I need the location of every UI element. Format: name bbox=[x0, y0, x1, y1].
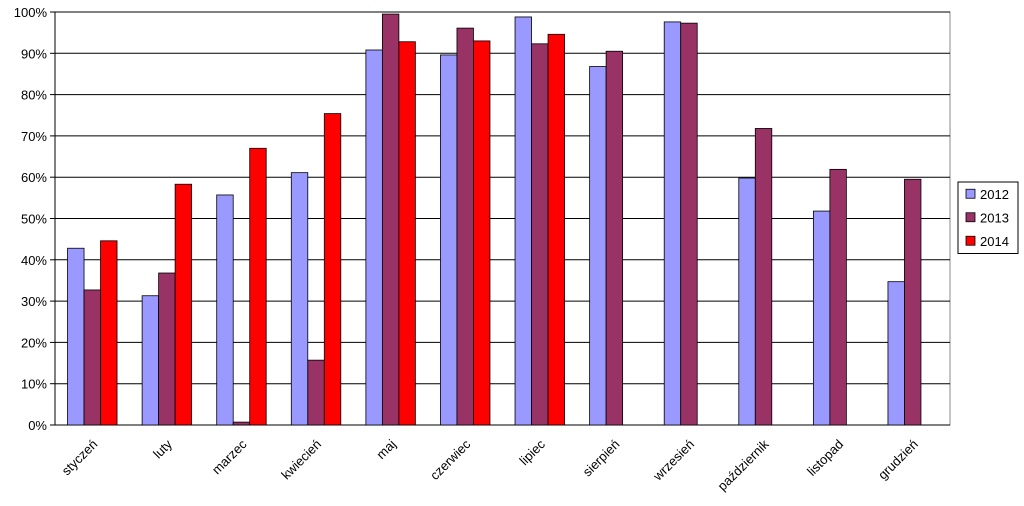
bar bbox=[141, 295, 160, 426]
y-tick-label: 100% bbox=[14, 5, 48, 20]
x-tick-label: wrzesień bbox=[649, 437, 697, 485]
bar bbox=[100, 240, 118, 426]
bar bbox=[83, 289, 101, 426]
y-tick-label: 40% bbox=[21, 253, 47, 268]
y-tick-label: 80% bbox=[21, 88, 47, 103]
legend-swatch bbox=[965, 212, 976, 223]
x-tick-label: listopad bbox=[804, 437, 846, 479]
legend-swatch bbox=[965, 188, 976, 199]
x-tick-label: czerwiec bbox=[427, 436, 474, 483]
x-tick-label: luty bbox=[150, 436, 175, 461]
x-tick-label: grudzień bbox=[875, 437, 921, 483]
bar bbox=[232, 421, 251, 426]
bar bbox=[547, 33, 565, 426]
x-tick-label: maj bbox=[373, 436, 398, 461]
bar bbox=[904, 178, 922, 426]
x-tick-label: styczeń bbox=[59, 437, 101, 479]
bar bbox=[174, 183, 193, 426]
bar bbox=[738, 177, 756, 426]
x-tick-label: lipiec bbox=[516, 436, 548, 468]
bar bbox=[290, 172, 309, 426]
y-tick-label: 30% bbox=[21, 294, 47, 309]
bar bbox=[307, 359, 325, 426]
bar bbox=[440, 54, 458, 426]
y-tick-label: 10% bbox=[21, 377, 47, 392]
bar bbox=[887, 281, 905, 426]
x-tick-label: październik bbox=[715, 436, 772, 493]
bar bbox=[398, 41, 416, 426]
y-tick-label: 0% bbox=[28, 418, 47, 433]
legend-label: 2014 bbox=[980, 234, 1009, 249]
bar bbox=[67, 247, 85, 426]
bar bbox=[605, 50, 624, 426]
bar bbox=[381, 13, 400, 426]
bar bbox=[589, 66, 607, 426]
bar bbox=[216, 194, 234, 426]
y-tick-label: 70% bbox=[21, 129, 47, 144]
legend-label: 2013 bbox=[980, 210, 1009, 225]
y-tick-label: 90% bbox=[21, 46, 47, 61]
legend-swatch bbox=[965, 235, 976, 246]
bar bbox=[473, 40, 491, 426]
legend-label: 2012 bbox=[980, 187, 1009, 202]
x-tick-label: sierpień bbox=[580, 437, 623, 480]
y-tick-label: 60% bbox=[21, 170, 47, 185]
bar bbox=[754, 128, 773, 426]
x-tick-label: kwiecień bbox=[278, 437, 324, 483]
bar bbox=[663, 21, 682, 426]
y-tick-label: 20% bbox=[21, 335, 47, 350]
bar bbox=[323, 113, 342, 426]
bar bbox=[812, 210, 831, 426]
bar bbox=[514, 16, 532, 426]
bar bbox=[531, 43, 549, 426]
bar bbox=[829, 168, 847, 426]
y-tick-label: 50% bbox=[21, 212, 47, 227]
bar bbox=[249, 147, 267, 426]
bar bbox=[456, 27, 474, 426]
bar bbox=[158, 272, 176, 426]
bar bbox=[680, 22, 698, 426]
bar bbox=[365, 49, 383, 426]
x-tick-label: marzec bbox=[209, 436, 250, 477]
